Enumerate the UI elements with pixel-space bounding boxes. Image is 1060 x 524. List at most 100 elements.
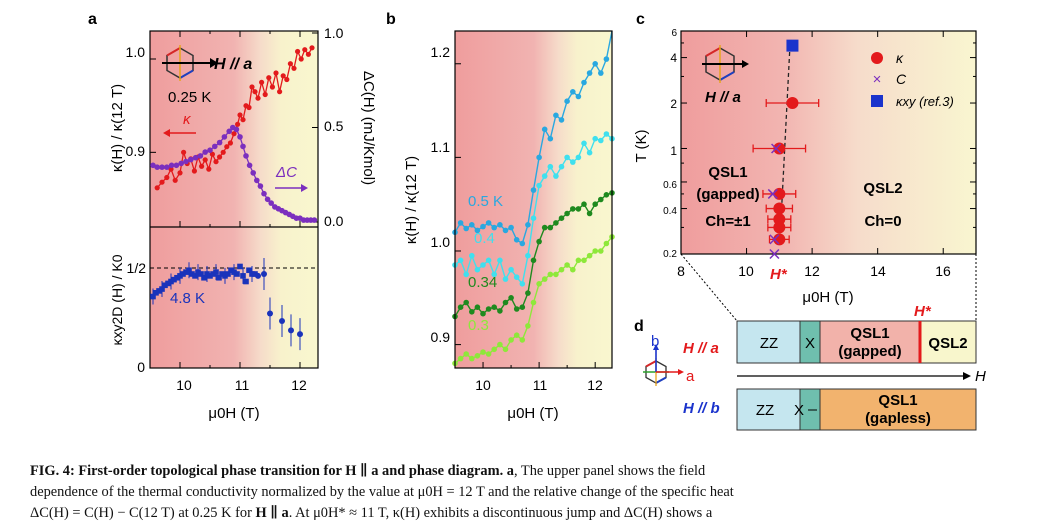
a-ytick-half: 1/2 <box>127 260 147 276</box>
c-xtick-14: 14 <box>870 263 886 279</box>
c-C-point <box>767 188 778 199</box>
b-series-point <box>592 201 598 207</box>
a-kappa-point <box>291 65 297 71</box>
b-label-0.5K: 0.5 K <box>468 193 503 210</box>
b-series-point <box>564 154 570 161</box>
b-series-point <box>575 93 582 100</box>
d-h-axis-label: H <box>975 368 986 385</box>
a-kappa-point <box>202 157 208 163</box>
a-yrtick-0.0: 0.0 <box>324 213 344 229</box>
a-kxy-point <box>213 269 219 275</box>
b-series-point <box>570 206 576 212</box>
b-series-point <box>469 309 475 315</box>
b-series-point <box>541 173 548 179</box>
b-series-point <box>592 248 598 254</box>
panel-a-label: a <box>88 11 97 28</box>
b-series-point <box>485 351 492 357</box>
b-series-point <box>508 224 514 231</box>
b-series-point <box>485 257 492 264</box>
a-kappa-arrowhead <box>163 129 170 137</box>
b-series-point <box>474 353 481 359</box>
lattice-icon-c <box>702 45 749 83</box>
b-series-point <box>469 252 475 259</box>
d-row1-label: H // a <box>683 340 719 357</box>
d-row2-qsl1-line1: QSL1 <box>878 392 917 409</box>
a-kxy-point <box>249 271 255 277</box>
d-row2-zz-label: ZZ <box>756 402 774 419</box>
a-xtick-10: 10 <box>176 377 192 393</box>
b-series-point <box>519 281 526 287</box>
b-series-point <box>564 262 570 268</box>
a-dc-point <box>243 153 249 159</box>
b-series-point <box>474 266 481 273</box>
b-series-point <box>592 61 598 67</box>
c-C-point <box>771 143 782 154</box>
b-series-point <box>558 215 565 221</box>
a-kappa-point <box>191 168 197 174</box>
a-kappa-point <box>252 89 258 95</box>
a-kappa-point <box>227 140 233 146</box>
a-kxy-point <box>192 273 198 279</box>
a-dc-point <box>311 217 318 223</box>
d-axis-b: b <box>651 333 659 350</box>
c-ytick-4: 4 <box>670 51 677 65</box>
a-kxy-point <box>165 280 171 287</box>
figure: a 1.0 0.9 1.0 0.5 0.0 1/2 0 10 11 12 H /… <box>88 11 986 431</box>
b-series-point <box>519 337 526 343</box>
b-series-point <box>497 341 503 348</box>
b-series-point <box>598 248 604 254</box>
a-kappa-point <box>262 91 268 98</box>
b-series-point <box>564 210 570 217</box>
b-series-point <box>502 346 509 353</box>
a-dc-point <box>192 154 199 161</box>
d-hstar: H* <box>914 303 932 320</box>
a-kappa-point <box>305 51 311 57</box>
a-kxy-point <box>216 274 222 281</box>
b-series-point <box>480 223 486 230</box>
a-lower-temp: 4.8 K <box>170 290 205 307</box>
c-xtick-16: 16 <box>935 263 951 279</box>
a-kxy-point <box>261 271 267 277</box>
a-x-label: μ0H (T) <box>208 405 259 422</box>
a-yrtick-1.0: 1.0 <box>324 25 344 41</box>
c-kxy-point <box>786 39 799 52</box>
a-field-label: H // a <box>214 56 252 73</box>
a-kappa-point <box>298 56 304 62</box>
panel-a-frame <box>149 30 319 369</box>
b-series-point <box>485 306 492 312</box>
b-series-point <box>541 276 548 282</box>
b-series-point <box>547 271 554 278</box>
a-xtick-11: 11 <box>235 377 250 393</box>
a-kxy-point <box>153 290 159 296</box>
b-series-point <box>558 163 565 170</box>
a-kxy-point <box>162 282 168 289</box>
a-y-lower-label: κxy2D (H) / K0 <box>109 254 125 345</box>
panel-c-ticks <box>680 30 976 255</box>
a-kxy-point <box>279 318 285 324</box>
b-series-point <box>570 159 576 165</box>
b-series-point <box>508 337 514 343</box>
b-series-point <box>553 220 559 226</box>
a-kappa-point <box>172 177 178 183</box>
b-series-point <box>536 281 542 287</box>
c-ytick-0.4: 0.4 <box>663 206 677 217</box>
a-kxy-point <box>207 273 213 279</box>
d-row1-qsl2-label: QSL2 <box>928 335 967 352</box>
a-dc-arrowhead <box>301 184 308 192</box>
b-series-point <box>519 304 526 311</box>
b-series-point <box>502 276 509 282</box>
b-series-point <box>570 89 576 95</box>
b-series-point <box>536 154 542 161</box>
c-C-point <box>769 248 780 260</box>
a-kxy-point <box>180 271 186 277</box>
a-kxy-point <box>198 271 204 277</box>
b-series-point <box>525 252 531 259</box>
b-series-point <box>558 266 565 273</box>
b-ytick-0.9: 0.9 <box>431 329 451 345</box>
panel-a-ticks <box>150 31 318 368</box>
axis-icon-d <box>643 344 684 386</box>
a-dc-point <box>264 196 271 203</box>
a-kappa-point <box>309 45 315 51</box>
a-dc-point <box>183 158 189 165</box>
c-x-label: μ0H (T) <box>802 289 853 306</box>
